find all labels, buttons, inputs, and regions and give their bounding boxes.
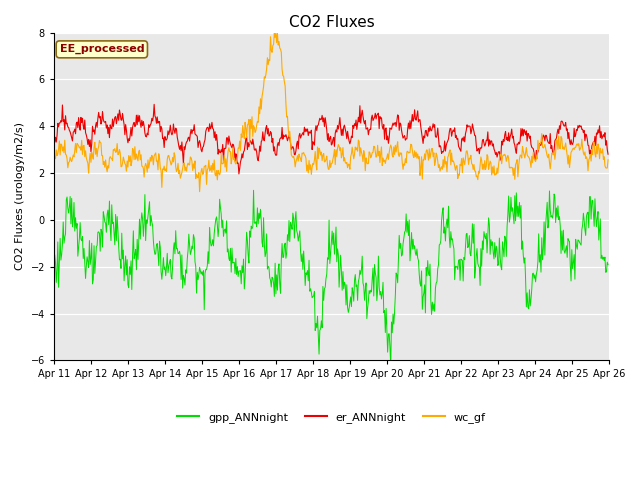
Y-axis label: CO2 Fluxes (urology/m2/s): CO2 Fluxes (urology/m2/s) — [15, 122, 25, 271]
Line: wc_gf: wc_gf — [54, 33, 608, 192]
Title: CO2 Fluxes: CO2 Fluxes — [289, 15, 374, 30]
Line: er_ANNnight: er_ANNnight — [54, 104, 608, 174]
Text: EE_processed: EE_processed — [60, 44, 144, 55]
Line: gpp_ANNnight: gpp_ANNnight — [54, 190, 608, 366]
Legend: gpp_ANNnight, er_ANNnight, wc_gf: gpp_ANNnight, er_ANNnight, wc_gf — [172, 407, 490, 427]
